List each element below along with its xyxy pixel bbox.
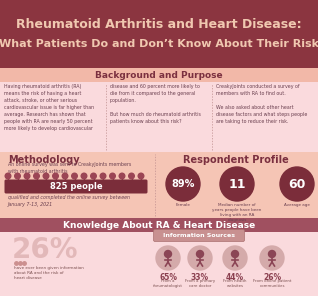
Text: disease and 60 percent more likely to
die from it compared to the general
popula: disease and 60 percent more likely to di… [110, 84, 201, 124]
Text: An online survey was sent to CreakyJoints members
with rheumatoid arthritis: An online survey was sent to CreakyJoint… [8, 162, 131, 173]
Circle shape [197, 250, 204, 258]
Text: From health
websites: From health websites [223, 279, 247, 288]
Circle shape [119, 173, 125, 179]
Circle shape [129, 173, 134, 179]
Text: Respondent Profile: Respondent Profile [183, 155, 289, 165]
Text: Having rheumatoid arthritis (RA)
means the risk of having a heart
attack, stroke: Having rheumatoid arthritis (RA) means t… [4, 84, 94, 131]
Circle shape [280, 167, 314, 201]
FancyBboxPatch shape [0, 152, 155, 218]
Text: 33%: 33% [191, 273, 209, 282]
Circle shape [100, 173, 106, 179]
Circle shape [24, 173, 30, 179]
Text: Female: Female [176, 203, 190, 207]
Circle shape [164, 250, 171, 258]
Circle shape [15, 173, 20, 179]
Text: Information Sources: Information Sources [163, 233, 235, 238]
Circle shape [81, 173, 87, 179]
Text: Average age: Average age [284, 203, 310, 207]
Text: CreakyJoints conducted a survey of
members with RA to find out.

We also asked a: CreakyJoints conducted a survey of membe… [216, 84, 308, 124]
Circle shape [268, 250, 275, 258]
Text: Methodology: Methodology [8, 155, 80, 165]
FancyBboxPatch shape [0, 232, 318, 296]
Circle shape [138, 173, 144, 179]
Text: From online patient
communities: From online patient communities [253, 279, 291, 288]
Circle shape [166, 167, 200, 201]
Circle shape [5, 173, 11, 179]
Text: What Patients Do and Don’t Know About Their Risk: What Patients Do and Don’t Know About Th… [0, 39, 318, 49]
Text: 65%: 65% [159, 273, 177, 282]
Text: qualified and completed the online survey between
January 7-13, 2021: qualified and completed the online surve… [8, 195, 130, 207]
Text: From a
rheumatologist: From a rheumatologist [153, 279, 183, 288]
Circle shape [156, 246, 180, 270]
Circle shape [34, 173, 39, 179]
Circle shape [260, 246, 284, 270]
Circle shape [220, 167, 254, 201]
Text: 26%: 26% [12, 236, 79, 264]
FancyBboxPatch shape [4, 179, 148, 194]
Circle shape [62, 173, 68, 179]
Text: 11: 11 [228, 178, 246, 191]
FancyBboxPatch shape [0, 68, 318, 82]
FancyBboxPatch shape [0, 218, 318, 232]
Text: 89%: 89% [171, 179, 195, 189]
Circle shape [91, 173, 96, 179]
Text: From a primary
care doctor: From a primary care doctor [185, 279, 215, 288]
FancyBboxPatch shape [0, 0, 318, 68]
Text: 825 people: 825 people [50, 182, 102, 191]
Text: Knowledge About RA & Heart Disease: Knowledge About RA & Heart Disease [63, 221, 255, 229]
Text: Median number of
years people have been
living with an RA
diagnosis: Median number of years people have been … [212, 203, 262, 222]
FancyBboxPatch shape [155, 152, 318, 218]
Text: Rheumatoid Arthritis and Heart Disease:: Rheumatoid Arthritis and Heart Disease: [16, 17, 302, 30]
Text: 26%: 26% [263, 273, 281, 282]
Text: 44%: 44% [226, 273, 244, 282]
FancyBboxPatch shape [0, 82, 318, 152]
Circle shape [223, 246, 247, 270]
Circle shape [232, 250, 238, 258]
Text: have ever been given information
about RA and the risk of
heart disease: have ever been given information about R… [14, 266, 84, 280]
Text: Background and Purpose: Background and Purpose [95, 70, 223, 80]
Circle shape [188, 246, 212, 270]
Circle shape [43, 173, 49, 179]
Circle shape [72, 173, 77, 179]
Circle shape [53, 173, 58, 179]
Circle shape [110, 173, 115, 179]
Text: 60: 60 [288, 178, 306, 191]
FancyBboxPatch shape [154, 229, 245, 242]
